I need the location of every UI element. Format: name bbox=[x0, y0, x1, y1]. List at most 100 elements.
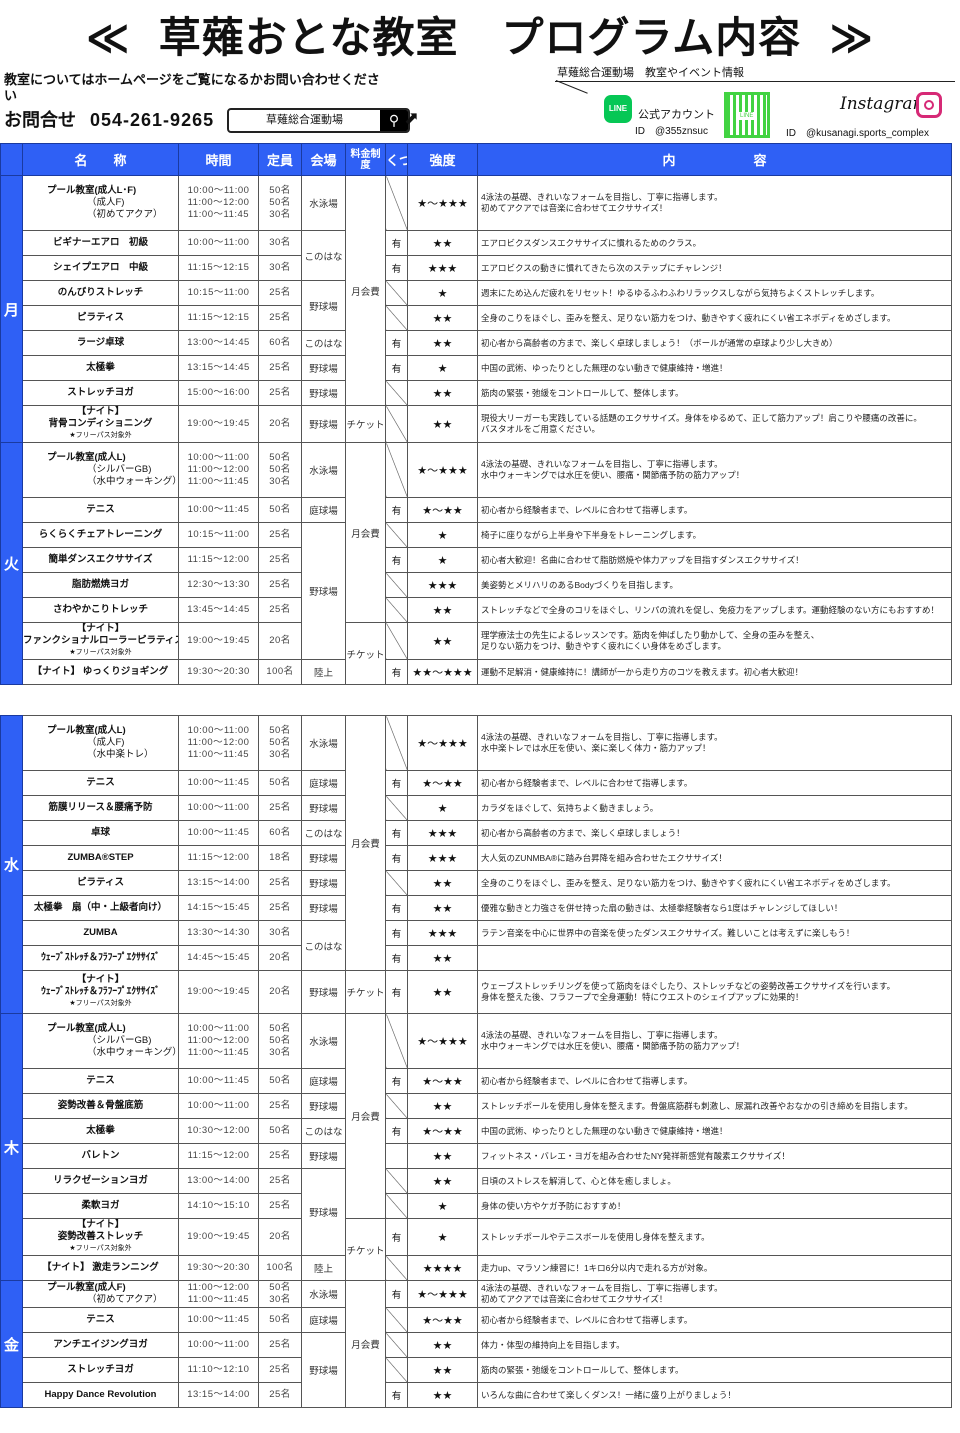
program-name: 姿勢改善＆骨盤底筋 bbox=[22, 1093, 179, 1119]
capacity-cell: 25名 bbox=[258, 572, 302, 598]
description-line: 足りない筋力をつけ、動きやすく疲れにくい身体をめざします。 bbox=[481, 641, 727, 651]
table-row: ピラティス 13:15～14:00 25名 野球場 ★★ 全身のこりをほぐし、歪みを整え、… bbox=[1, 870, 952, 896]
program-name-line: ｳｪｰﾌﾞｽﾄﾚｯﾁ＆ﾌﾗﾌｰﾌﾟｴｸｻｻｲｽﾞ bbox=[41, 986, 160, 997]
day-label: 月 bbox=[0, 175, 23, 443]
shoes-cell bbox=[385, 597, 408, 623]
shoes-cell bbox=[385, 380, 408, 406]
shoes-cell: 有 bbox=[385, 659, 408, 685]
description-line: 中国の武術、ゆったりとした無理のない動きで健康維持・増進！ bbox=[481, 362, 728, 373]
capacity-value: 20名 bbox=[269, 635, 291, 646]
prev-arrow[interactable]: ≪ bbox=[85, 14, 131, 61]
venue-cell: 野球場 bbox=[301, 522, 346, 660]
search-box[interactable]: 草薙総合運動場 ⚲ bbox=[227, 108, 410, 133]
capacity-cell: 20名 bbox=[258, 970, 302, 1014]
description-cell: 全身のこりをほぐし、歪みを整え、足りない筋力をつけ、動きやすく疲れにくい省エネボ… bbox=[477, 305, 952, 331]
line-icon[interactable]: LINE bbox=[604, 95, 632, 123]
fee-cell: チケット bbox=[345, 405, 386, 443]
time-value: 11:15～12:00 bbox=[187, 1150, 250, 1161]
program-name: 【ナイト】 ｳｪｰﾌﾞｽﾄﾚｯﾁ＆ﾌﾗﾌｰﾌﾟｴｸｻｻｲｽﾞ ★フリーパス対象外 bbox=[22, 970, 179, 1014]
capacity-cell: 20名 bbox=[258, 405, 302, 443]
time-value: 11:00～11:45 bbox=[187, 476, 250, 487]
qr-code-icon[interactable]: LINE bbox=[724, 92, 770, 138]
time-value: 15:00～16:00 bbox=[187, 387, 250, 398]
capacity-cell: 25名 bbox=[258, 1168, 302, 1194]
intensity-stars: ★～★★ bbox=[407, 1307, 478, 1333]
table-row: 金プール教室(成人F) （初めてアクア） 11:00～12:00 11:00～11:4… bbox=[0, 1280, 952, 1408]
venue-cell: 野球場 bbox=[301, 845, 346, 871]
description-cell: 初心者から経験者まで、レベルに合わせて指導します。 bbox=[477, 770, 952, 796]
venue-cell: 庭球場 bbox=[301, 770, 346, 796]
shoes-cell bbox=[385, 622, 408, 660]
time-value: 19:00～19:45 bbox=[187, 986, 250, 997]
phone-number[interactable]: 054-261-9265 bbox=[90, 110, 215, 130]
instagram-logo[interactable]: Instagram bbox=[840, 94, 929, 114]
time-value: 10:00～11:45 bbox=[187, 777, 250, 788]
time-value: 14:15～15:45 bbox=[187, 902, 250, 913]
time-cell: 13:45～14:45 bbox=[178, 597, 259, 623]
description-cell: ウェーブストレッチリングを使って筋肉をほぐしたり、ストレッチなどの姿勢改善エクサ… bbox=[477, 970, 952, 1014]
time-cell: 10:00～11:45 bbox=[178, 1068, 259, 1094]
time-cell: 13:15～14:00 bbox=[178, 1382, 259, 1408]
venue-cell: 野球場 bbox=[301, 1143, 346, 1169]
program-name-line: プール教室(成人L) bbox=[47, 725, 126, 736]
intensity-stars: ★～★★★ bbox=[407, 1280, 478, 1308]
table-row: ストレッチヨガ 11:10～12:10 25名 ★★ 筋肉の緊張・弛緩をコントロールして… bbox=[1, 1357, 952, 1383]
program-name: 脂肪燃焼ヨガ bbox=[22, 572, 179, 598]
description-cell: 椅子に座りながら上半身や下半身をトレーニングします。 bbox=[477, 522, 952, 548]
free-pass-note: ★フリーパス対象外 bbox=[69, 432, 132, 439]
time-value: 14:45～15:45 bbox=[187, 952, 250, 963]
description-cell: 優雅な動きと力強さを併せ持った扇の動きは、太極拳経験者なら1度はチャレンジしてほ… bbox=[477, 895, 952, 921]
search-text[interactable]: 草薙総合運動場 bbox=[266, 114, 343, 126]
time-cell: 19:30～20:30 bbox=[178, 659, 259, 685]
venue-cell: 野球場 bbox=[301, 970, 346, 1014]
description-line: 初心者から高齢者の方まで、楽しく卓球しましょう！（ボールが通常の卓球より少し大き… bbox=[481, 337, 838, 348]
program-name-line: 【ナイト】 bbox=[76, 1219, 125, 1231]
table-row: ストレッチヨガ 15:00～16:00 25名 野球場 ★★ 筋肉の緊張・弛緩をコントロー… bbox=[1, 380, 952, 406]
description-cell: エアロビクスダンスエクササイズに慣れるためのクラス。 bbox=[477, 230, 952, 256]
instagram-icon[interactable] bbox=[916, 92, 942, 118]
table-row: バレトン 11:15～12:00 25名 野球場 ★★ フィットネス・バレエ・ヨガを組み合… bbox=[1, 1143, 952, 1169]
time-cell: 11:15～12:00 bbox=[178, 547, 259, 573]
table-row: 【ナイト】 背骨コンディショニング ★フリーパス対象外 19:00～19:45 20名野… bbox=[1, 405, 952, 443]
time-cell: 10:15～11:00 bbox=[178, 522, 259, 548]
capacity-value: 50名 bbox=[269, 777, 291, 788]
program-name: テニス bbox=[22, 1307, 179, 1333]
program-name-line: 背骨コンディショニング bbox=[48, 418, 153, 429]
capacity-cell: 50名 bbox=[258, 1307, 302, 1333]
capacity-cell: 25名 bbox=[258, 522, 302, 548]
program-name: ピラティス bbox=[22, 870, 179, 896]
capacity-value: 25名 bbox=[269, 1200, 291, 1211]
fee-cell: 月会費 bbox=[345, 442, 386, 623]
capacity-cell: 20名 bbox=[258, 622, 302, 660]
capacity-cell: 25名 bbox=[258, 1357, 302, 1383]
shoes-cell: 有 bbox=[385, 920, 408, 946]
shoes-cell bbox=[385, 870, 408, 896]
table-row: ラージ卓球 13:00～14:45 60名 このはな 有 ★★ 初心者から高齢者の方まで、楽… bbox=[1, 330, 952, 356]
table-row: ｳｪｰﾌﾞｽﾄﾚｯﾁ＆ﾌﾗﾌｰﾌﾟｴｸｻｻｲｽﾞ 14:45～15:45 20名 有 ★… bbox=[1, 945, 952, 971]
day-label: 火 bbox=[0, 442, 23, 685]
notice-text: 教室についてはホームページをご覧になるかお問い合わせください bbox=[4, 72, 380, 103]
next-arrow[interactable]: ≫ bbox=[829, 14, 875, 61]
time-value: 11:15～12:00 bbox=[187, 852, 250, 863]
description-cell: 4泳法の基礎、きれいなフォームを目指し、丁寧に指導します。 水中楽トレでは水圧を使… bbox=[477, 715, 952, 771]
time-cell: 13:15～14:45 bbox=[178, 355, 259, 381]
program-name: ZUMBA®STEP bbox=[22, 845, 179, 871]
time-value: 19:00～19:45 bbox=[187, 1231, 250, 1242]
capacity-cell: 50名 50名 30名 bbox=[258, 442, 302, 498]
search-icon[interactable]: ⚲ bbox=[380, 110, 408, 131]
venue-cell: 水泳場 bbox=[301, 442, 346, 498]
cursor-icon: ⬈ bbox=[404, 108, 420, 128]
time-value: 11:00～12:00 bbox=[187, 737, 250, 748]
description-line: 筋肉の緊張・弛緩をコントロールして、整体します。 bbox=[481, 387, 684, 398]
table-row: リラクゼーションヨガ 13:00～14:00 25名 野球場 ★★ 日頃のストレスを解消し… bbox=[1, 1168, 952, 1256]
capacity-value: 60名 bbox=[269, 827, 291, 838]
free-pass-note: ★フリーパス対象外 bbox=[69, 1245, 132, 1252]
intensity-stars: ★★ bbox=[407, 1332, 478, 1358]
intensity-stars: ★★ bbox=[407, 622, 478, 660]
table-row: 太極拳 10:30～12:00 50名 このはな 有 ★～★★ 中国の武術、ゆったりとした無… bbox=[1, 1118, 952, 1144]
capacity-value: 50名 bbox=[269, 1035, 291, 1046]
program-name: 簡単ダンスエクササイズ bbox=[22, 547, 179, 573]
time-value: 13:15～14:00 bbox=[187, 877, 250, 888]
description-line: ストレッチポールやテニスボールを使用し身体を整えます。 bbox=[481, 1231, 710, 1242]
venue-cell: 野球場 bbox=[301, 355, 346, 381]
